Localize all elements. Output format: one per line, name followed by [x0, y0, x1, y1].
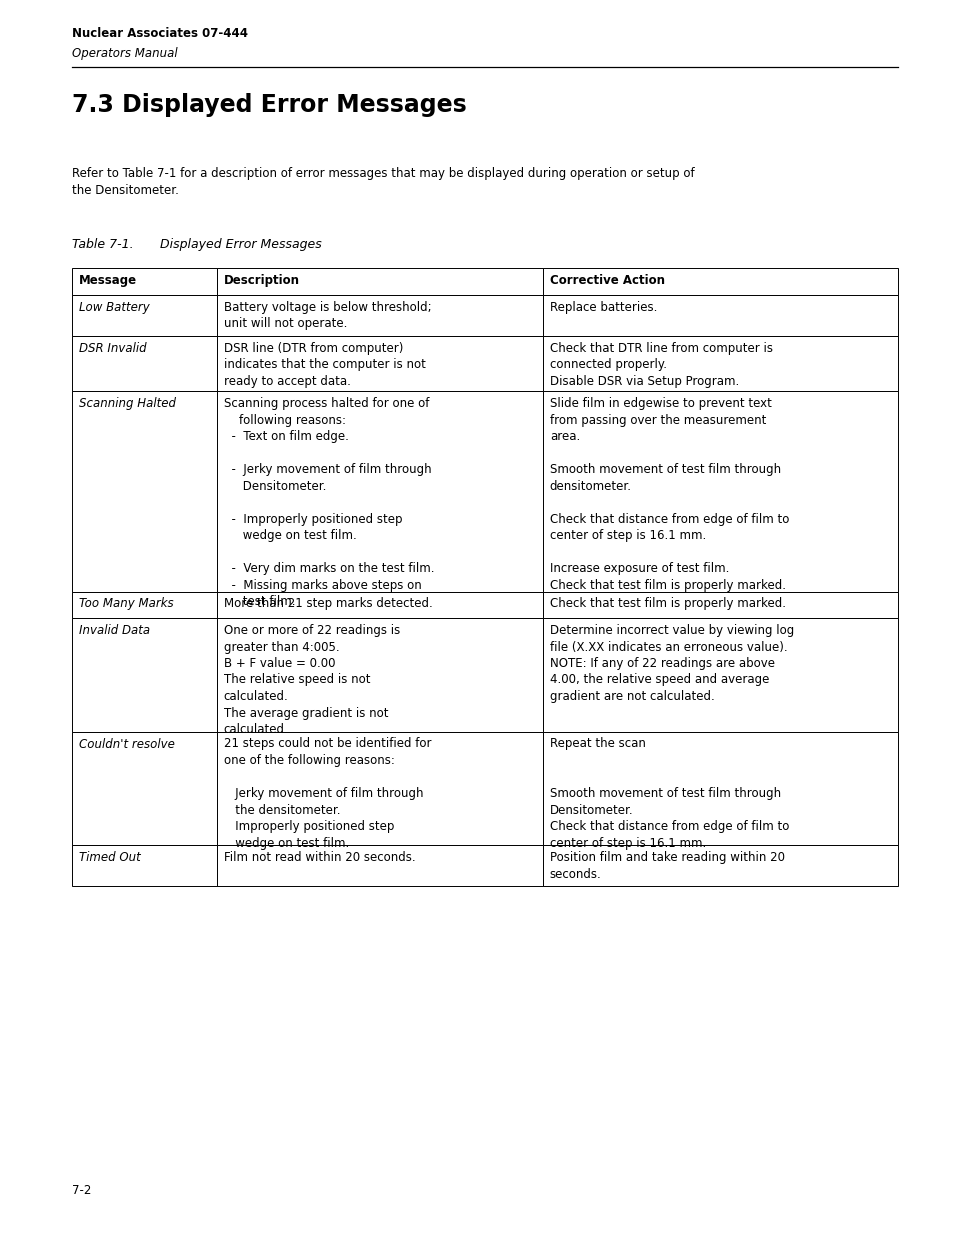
Bar: [216, 268, 542, 294]
Text: Timed Out: Timed Out: [79, 851, 141, 864]
Bar: [542, 592, 897, 618]
Bar: [542, 391, 897, 592]
Text: DSR Invalid: DSR Invalid: [79, 342, 147, 354]
Text: Low Battery: Low Battery: [79, 300, 150, 314]
Text: 7.3 Displayed Error Messages: 7.3 Displayed Error Messages: [71, 93, 466, 117]
Text: 7-2: 7-2: [71, 1184, 91, 1197]
Text: Corrective Action: Corrective Action: [549, 274, 664, 287]
Bar: [542, 845, 897, 885]
Bar: [71, 336, 216, 391]
Text: Film not read within 20 seconds.: Film not read within 20 seconds.: [223, 851, 415, 864]
Bar: [71, 268, 216, 294]
Text: 21 steps could not be identified for
one of the following reasons:

   Jerky mov: 21 steps could not be identified for one…: [223, 737, 431, 850]
Text: Scanning process halted for one of
    following reasons:
  -  Text on film edge: Scanning process halted for one of follo…: [223, 396, 434, 608]
Text: Description: Description: [223, 274, 299, 287]
Bar: [71, 294, 216, 336]
Text: Check that DTR line from computer is
connected properly.
Disable DSR via Setup P: Check that DTR line from computer is con…: [549, 342, 772, 388]
Text: Table 7-1.: Table 7-1.: [71, 238, 133, 251]
Bar: [542, 618, 897, 731]
Bar: [542, 731, 897, 845]
Text: Position film and take reading within 20
seconds.: Position film and take reading within 20…: [549, 851, 784, 881]
Bar: [71, 592, 216, 618]
Text: Refer to Table 7-1 for a description of error messages that may be displayed dur: Refer to Table 7-1 for a description of …: [71, 167, 694, 198]
Text: Slide film in edgewise to prevent text
from passing over the measurement
area.

: Slide film in edgewise to prevent text f…: [549, 396, 788, 592]
Text: Message: Message: [79, 274, 137, 287]
Text: One or more of 22 readings is
greater than 4:005.
B + F value = 0.00
The relativ: One or more of 22 readings is greater th…: [223, 624, 399, 736]
Bar: [71, 731, 216, 845]
Bar: [542, 336, 897, 391]
Text: Scanning Halted: Scanning Halted: [79, 396, 175, 410]
Bar: [216, 592, 542, 618]
Bar: [216, 336, 542, 391]
Bar: [71, 618, 216, 731]
Text: Determine incorrect value by viewing log
file (X.XX indicates an erroneous value: Determine incorrect value by viewing log…: [549, 624, 793, 703]
Text: Replace batteries.: Replace batteries.: [549, 300, 657, 314]
Bar: [71, 845, 216, 885]
Text: Couldn't resolve: Couldn't resolve: [79, 737, 174, 751]
Bar: [71, 391, 216, 592]
Text: Operators Manual: Operators Manual: [71, 47, 177, 61]
Text: Too Many Marks: Too Many Marks: [79, 598, 173, 610]
Text: Nuclear Associates 07-444: Nuclear Associates 07-444: [71, 27, 248, 40]
Text: Invalid Data: Invalid Data: [79, 624, 150, 637]
Bar: [216, 618, 542, 731]
Text: Check that test film is properly marked.: Check that test film is properly marked.: [549, 598, 785, 610]
Bar: [216, 294, 542, 336]
Bar: [216, 391, 542, 592]
Bar: [216, 845, 542, 885]
Bar: [542, 294, 897, 336]
Text: Battery voltage is below threshold;
unit will not operate.: Battery voltage is below threshold; unit…: [223, 300, 431, 330]
Text: More than 21 step marks detected.: More than 21 step marks detected.: [223, 598, 432, 610]
Text: Displayed Error Messages: Displayed Error Messages: [144, 238, 321, 251]
Bar: [216, 731, 542, 845]
Text: DSR line (DTR from computer)
indicates that the computer is not
ready to accept : DSR line (DTR from computer) indicates t…: [223, 342, 425, 388]
Bar: [542, 268, 897, 294]
Text: Repeat the scan


Smooth movement of test film through
Densitometer.
Check that : Repeat the scan Smooth movement of test …: [549, 737, 788, 850]
